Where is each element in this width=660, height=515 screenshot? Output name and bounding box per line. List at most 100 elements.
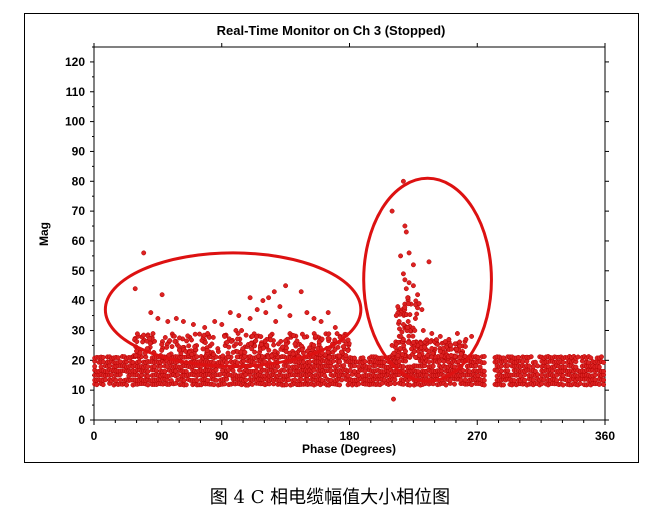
data-point xyxy=(227,310,233,316)
x-tick-label: 0 xyxy=(91,429,98,443)
data-point xyxy=(211,382,217,388)
data-point xyxy=(147,336,153,342)
data-point xyxy=(426,359,432,365)
data-point xyxy=(397,326,402,332)
data-point xyxy=(430,363,436,369)
data-point xyxy=(117,359,123,365)
data-point xyxy=(391,350,397,356)
data-point xyxy=(554,378,560,384)
data-point xyxy=(109,372,115,378)
data-point xyxy=(481,373,487,378)
data-point xyxy=(520,359,526,365)
data-point xyxy=(311,342,317,348)
data-point xyxy=(463,336,469,342)
data-point xyxy=(381,359,387,365)
data-point xyxy=(395,353,401,359)
data-point xyxy=(539,372,545,378)
data-point xyxy=(248,341,254,347)
data-point xyxy=(268,337,274,343)
data-point xyxy=(151,364,157,370)
data-point xyxy=(307,359,313,365)
data-point xyxy=(405,339,411,345)
data-point xyxy=(452,341,458,347)
data-point xyxy=(166,352,172,358)
data-point xyxy=(205,377,211,383)
data-point xyxy=(200,346,206,352)
data-point xyxy=(360,355,366,361)
data-point xyxy=(319,336,325,342)
data-point xyxy=(403,348,408,354)
y-tick-label: 30 xyxy=(72,323,86,337)
data-point xyxy=(328,368,334,373)
data-point xyxy=(266,295,272,301)
data-point xyxy=(243,377,249,383)
data-point xyxy=(137,350,143,356)
data-point xyxy=(379,355,385,361)
data-point xyxy=(169,344,175,350)
data-point xyxy=(267,333,273,339)
data-point xyxy=(283,338,288,344)
data-point xyxy=(402,304,408,310)
data-point xyxy=(249,333,255,339)
data-point xyxy=(402,277,408,283)
data-point xyxy=(100,354,106,360)
data-point xyxy=(273,368,279,374)
data-point xyxy=(400,336,406,342)
data-point xyxy=(505,363,511,369)
data-point xyxy=(396,359,402,365)
data-point xyxy=(412,316,418,321)
data-point xyxy=(503,358,509,364)
data-point xyxy=(234,354,240,360)
x-tick-label: 270 xyxy=(467,429,487,443)
data-point xyxy=(336,353,342,359)
data-point xyxy=(273,319,279,324)
data-point xyxy=(275,364,281,369)
data-point xyxy=(457,339,463,345)
data-point xyxy=(410,283,416,289)
data-point xyxy=(134,339,140,345)
data-point xyxy=(511,378,517,383)
data-point xyxy=(192,331,198,337)
data-point xyxy=(429,331,435,336)
data-point xyxy=(337,382,343,388)
y-tick-label: 50 xyxy=(72,264,86,278)
annotations xyxy=(103,176,493,383)
data-point xyxy=(283,283,289,289)
data-point xyxy=(541,377,547,383)
data-point xyxy=(249,381,255,387)
data-point xyxy=(189,337,194,343)
data-point xyxy=(313,333,318,339)
y-tick-label: 110 xyxy=(66,85,86,99)
data-point xyxy=(186,343,192,349)
data-point xyxy=(437,333,443,339)
y-axis-label: Mag xyxy=(37,222,51,246)
data-point xyxy=(242,349,248,355)
y-axis: 0 10 20 30 40 50 60 70 80 90 100 110 120 xyxy=(65,46,609,427)
data-point xyxy=(210,334,216,340)
data-point xyxy=(281,368,287,373)
data-point xyxy=(258,334,264,340)
data-point xyxy=(140,339,146,345)
data-point xyxy=(259,342,264,348)
data-point xyxy=(247,295,253,301)
data-point xyxy=(183,382,189,388)
data-point xyxy=(345,337,351,343)
data-point xyxy=(325,335,331,341)
data-point xyxy=(225,350,231,356)
data-point xyxy=(233,328,239,333)
data-point xyxy=(340,344,346,350)
figure-caption: 图 4 C 相电缆幅值大小相位图 xyxy=(209,487,451,508)
data-point xyxy=(190,322,196,327)
data-point xyxy=(237,341,243,347)
data-point xyxy=(560,359,566,365)
data-point xyxy=(448,346,454,352)
data-point xyxy=(235,336,240,342)
data-point xyxy=(410,262,416,268)
data-point xyxy=(243,332,249,338)
data-point xyxy=(458,351,464,357)
data-point xyxy=(400,322,406,327)
data-point xyxy=(290,351,296,357)
highlight-ellipse xyxy=(103,251,363,368)
data-point xyxy=(352,355,357,361)
data-point xyxy=(272,348,278,354)
